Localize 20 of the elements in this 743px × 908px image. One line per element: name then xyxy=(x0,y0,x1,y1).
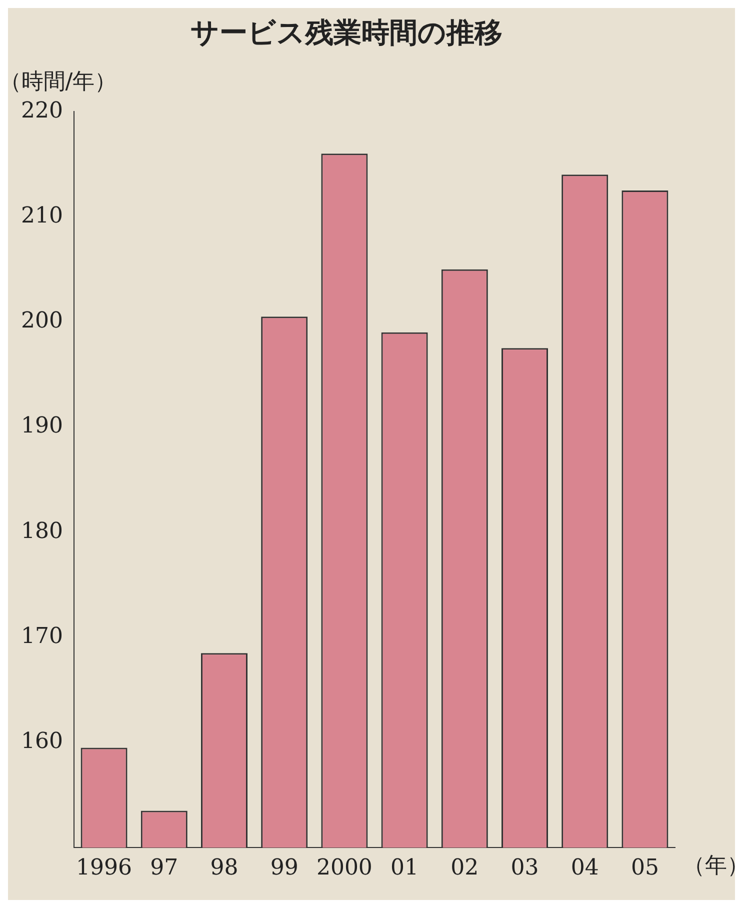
x-tick-label: 97 xyxy=(150,856,178,881)
x-tick-label: 98 xyxy=(210,856,238,881)
x-tick-label: 1996 xyxy=(76,856,132,881)
y-tick-label: 210 xyxy=(20,203,63,228)
x-axis-title: （年） xyxy=(683,853,743,878)
y-tick-label: 160 xyxy=(20,729,63,754)
y-tick-label: 220 xyxy=(20,98,63,124)
y-tick-label: 200 xyxy=(20,308,63,334)
x-tick-label: 05 xyxy=(630,856,659,881)
y-tick-label: 170 xyxy=(20,624,63,650)
y-tick-label: 180 xyxy=(20,518,63,544)
x-tick-label: 02 xyxy=(450,856,479,881)
y-axis-title: （時間/年） xyxy=(0,69,117,94)
x-tick-label: 01 xyxy=(390,856,419,881)
x-tick-label: 03 xyxy=(510,856,539,881)
x-tick-label: 04 xyxy=(570,856,599,881)
y-tick-label: 190 xyxy=(20,414,63,439)
chart-title: サービス残業時間の推移 xyxy=(190,16,502,50)
x-tick-label: 99 xyxy=(270,856,298,881)
x-tick-label: 2000 xyxy=(316,856,372,881)
